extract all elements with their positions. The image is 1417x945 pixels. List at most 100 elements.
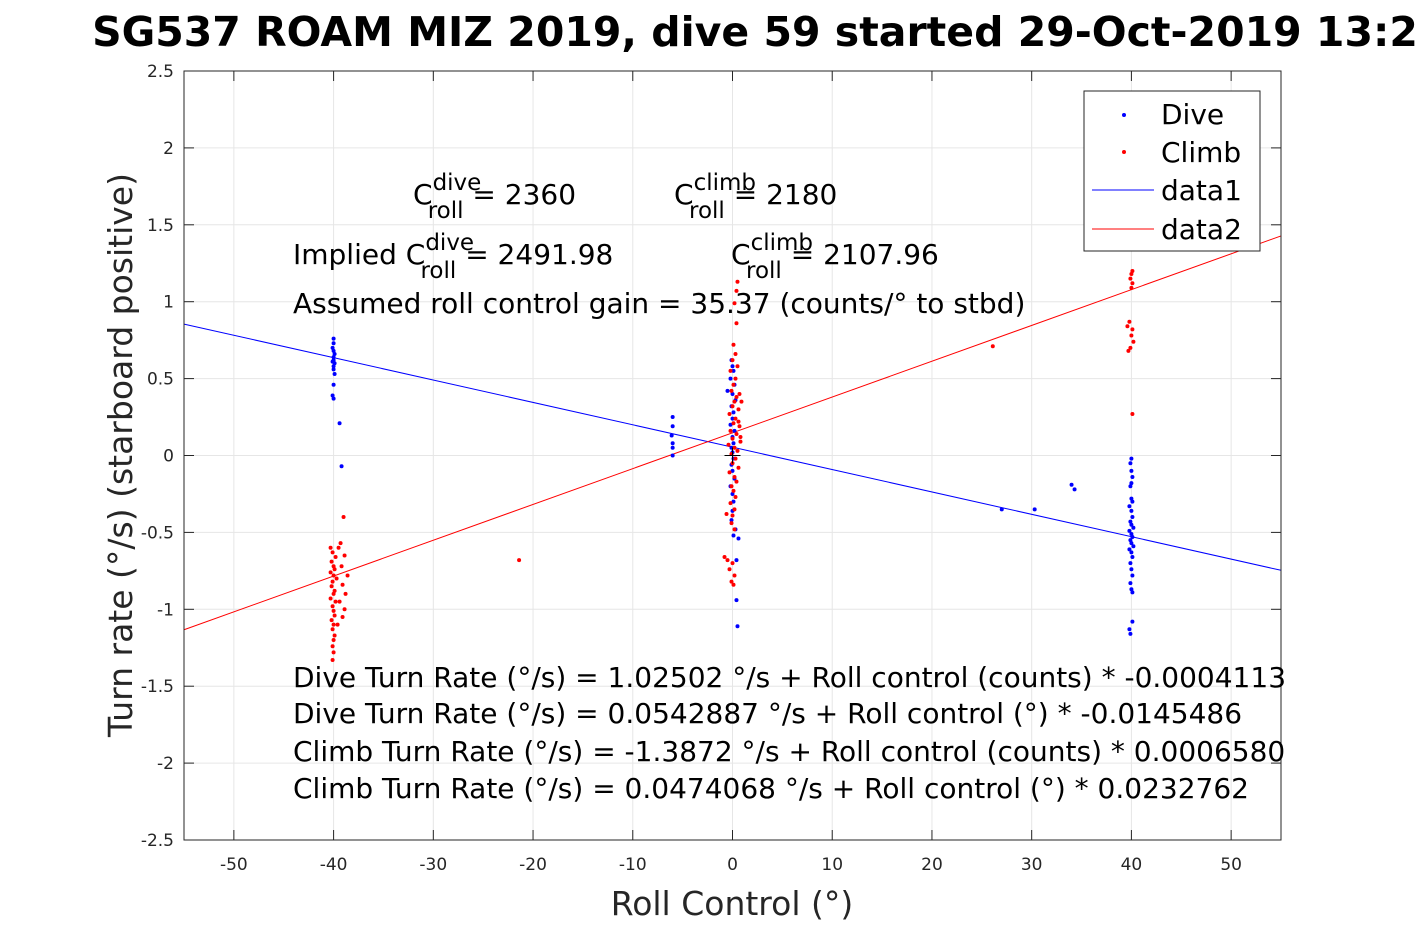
climb-point bbox=[727, 567, 732, 572]
legend: Dive Climb data1 data2 bbox=[1083, 90, 1261, 252]
climb-point bbox=[731, 342, 736, 347]
climb-point bbox=[729, 521, 734, 526]
climb-point bbox=[732, 445, 737, 450]
x-tick-label: 30 bbox=[1021, 855, 1043, 875]
dive-point bbox=[1128, 538, 1133, 543]
climb-point bbox=[328, 596, 333, 601]
dive-point bbox=[670, 441, 675, 446]
data-points bbox=[328, 268, 1136, 663]
dive-point bbox=[332, 351, 337, 356]
climb-point bbox=[343, 591, 348, 596]
dive-point bbox=[1129, 522, 1134, 527]
climb-point bbox=[733, 416, 738, 421]
y-tick-label: 2.5 bbox=[147, 62, 174, 82]
climb-point bbox=[330, 579, 335, 584]
chart-title: SG537 ROAM MIZ 2019, dive 59 started 29-… bbox=[92, 8, 1417, 56]
annotation-eq3: Climb Turn Rate (°/s) = -1.3872 °/s + Ro… bbox=[293, 735, 1285, 768]
dive-point bbox=[728, 376, 733, 381]
dive-point bbox=[730, 491, 735, 496]
climb-point bbox=[725, 558, 730, 563]
dive-point bbox=[1129, 468, 1134, 473]
dive-point bbox=[1128, 461, 1133, 466]
x-tick-label: 20 bbox=[921, 855, 943, 875]
climb-point bbox=[1126, 348, 1131, 353]
dive-point bbox=[1130, 515, 1135, 520]
dive-point bbox=[1127, 547, 1132, 552]
dive-point bbox=[331, 348, 336, 353]
climb-point bbox=[735, 279, 740, 284]
x-tick-label: 10 bbox=[821, 855, 843, 875]
climb-point bbox=[330, 604, 335, 609]
y-tick-label: 0.5 bbox=[147, 370, 174, 390]
climb-point bbox=[345, 573, 350, 578]
dive-point bbox=[1129, 550, 1134, 555]
climb-point bbox=[1130, 268, 1135, 273]
x-axis-label: Roll Control (°) bbox=[611, 884, 854, 923]
dive-point bbox=[1032, 507, 1037, 512]
climb-point bbox=[517, 558, 522, 563]
climb-point bbox=[729, 579, 734, 584]
legend-label-climb: Climb bbox=[1161, 136, 1241, 169]
climb-point bbox=[724, 511, 729, 516]
climb-point bbox=[331, 622, 336, 627]
dive-point bbox=[1128, 561, 1133, 566]
dive-point bbox=[1129, 456, 1134, 461]
y-tick-label: 1 bbox=[163, 293, 174, 313]
climb-point bbox=[734, 288, 739, 293]
x-tick-label: 0 bbox=[727, 855, 738, 875]
dive-point bbox=[1130, 555, 1135, 560]
annotation-c-climb: Cclimb roll = 2180 bbox=[674, 170, 837, 224]
dive-point bbox=[331, 396, 336, 401]
climb-point bbox=[733, 376, 738, 381]
dive-point bbox=[728, 422, 733, 427]
dive-point bbox=[732, 428, 737, 433]
climb-point bbox=[730, 358, 735, 363]
dive-point bbox=[670, 415, 675, 420]
dive-point bbox=[1128, 519, 1133, 524]
dive-point bbox=[731, 499, 736, 504]
climb-point bbox=[332, 588, 337, 593]
dive-point bbox=[729, 518, 734, 523]
climb-point bbox=[733, 495, 738, 500]
x-tick-label: -50 bbox=[220, 855, 248, 875]
dive-point bbox=[730, 364, 735, 369]
climb-point bbox=[331, 638, 336, 643]
annotation-implied-climb: Cclimb roll = 2107.96 bbox=[731, 230, 939, 284]
dive-point bbox=[1131, 544, 1136, 549]
climb-point bbox=[730, 404, 735, 409]
x-tick-label: -40 bbox=[320, 855, 348, 875]
x-tick-label: -30 bbox=[419, 855, 447, 875]
y-tick-label: 0 bbox=[163, 447, 174, 467]
x-tick-label: -10 bbox=[619, 855, 647, 875]
dive-point bbox=[1130, 535, 1135, 540]
climb-point bbox=[331, 564, 336, 569]
dive-point bbox=[1129, 508, 1134, 513]
dive-point bbox=[1130, 619, 1135, 624]
y-tick-label: -2 bbox=[157, 754, 174, 774]
climb-point bbox=[340, 582, 345, 587]
climb-point bbox=[331, 608, 336, 613]
climb-point bbox=[333, 555, 338, 560]
fit-line-data2 bbox=[183, 235, 1282, 631]
climb-point bbox=[338, 541, 343, 546]
dive-point bbox=[330, 393, 335, 398]
climb-point bbox=[729, 484, 734, 489]
dive-point bbox=[731, 368, 736, 373]
dive-point bbox=[1130, 590, 1135, 595]
climb-point bbox=[732, 475, 737, 480]
dive-point bbox=[1129, 567, 1134, 572]
climb-point bbox=[331, 573, 336, 578]
dive-point bbox=[1129, 496, 1134, 501]
climb-point bbox=[727, 470, 732, 475]
climb-point bbox=[1125, 324, 1130, 329]
climb-point bbox=[331, 591, 336, 596]
dive-point bbox=[331, 341, 336, 346]
climb-point bbox=[328, 545, 333, 550]
dive-point bbox=[669, 433, 674, 438]
dive-point bbox=[332, 371, 337, 376]
climb-point bbox=[1129, 272, 1134, 277]
y-tick-label: 1.5 bbox=[147, 216, 174, 236]
climb-point bbox=[331, 650, 336, 655]
climb-point bbox=[733, 456, 738, 461]
dive-point bbox=[1131, 525, 1136, 530]
